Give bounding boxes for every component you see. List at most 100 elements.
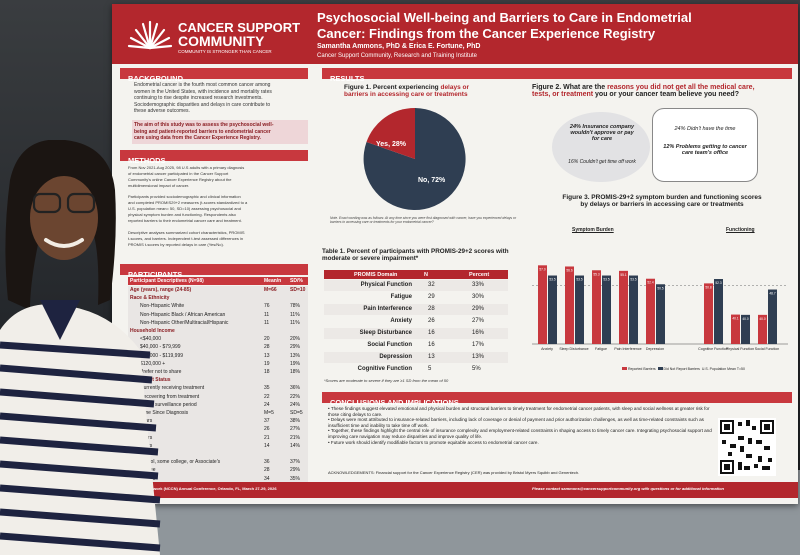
participants-row: $40,000 - $79,999 28 29% — [140, 344, 301, 351]
table1-row: Physical Function 32 33% — [324, 280, 508, 291]
pie-slice-no — [363, 108, 466, 210]
table1-row: Social Function 16 17% — [324, 340, 508, 351]
sunburst-logo-icon — [127, 20, 173, 50]
fig3-function-label: Functioning — [726, 227, 755, 233]
research-poster: CANCER SUPPORT COMMUNITY COMMUNITY IS ST… — [112, 4, 798, 504]
bar-reported-4 — [646, 278, 655, 344]
table1-row: Cognitive Function 5 5% — [324, 364, 508, 375]
figure1-note: Note. Exact wording was as follows: At a… — [330, 216, 517, 224]
poster-title-line1: Psychosocial Well-being and Barriers to … — [317, 10, 692, 25]
methods-bullet-2: Participants provided sociodemographic a… — [128, 194, 248, 223]
participants-row: Non-Hispanic Black / African American 11 1… — [140, 311, 300, 318]
participants-row: Household Income — [130, 328, 175, 334]
participants-row: Prefer not to share 18 18% — [140, 369, 301, 375]
bar-value-label: 55.3 — [593, 272, 599, 276]
table1-row: Anxiety 26 27% — [324, 316, 508, 327]
bar-reported-1 — [565, 266, 574, 344]
category-label: Sleep Disturbance — [559, 347, 588, 351]
bubble2-reason-1: 24% Didn't have the time — [674, 126, 736, 132]
pie-label-yes: Yes, 28% — [376, 141, 407, 148]
table1-row: Depression 13 13% — [324, 352, 508, 363]
pie-slice-yes — [366, 107, 415, 159]
methods-bullet-3: Descriptive analyses summarized cohort c… — [128, 230, 245, 247]
aim-box — [132, 120, 308, 144]
bar-not-reported-7 — [768, 289, 777, 344]
bar-reported-3 — [619, 270, 628, 344]
presenter-photo — [0, 140, 161, 555]
category-label: Anxiety — [541, 347, 553, 351]
participants-row: Non-Hispanic White 76 78% — [140, 303, 301, 310]
category-label: Depression — [646, 347, 664, 351]
bar-reported-6 — [731, 314, 740, 344]
bar-value-label: 57.0 — [539, 267, 545, 271]
bar-not-reported-1 — [575, 275, 584, 344]
table1-note: *Scores are moderate to severe if they a… — [324, 378, 449, 383]
bar-not-reported-3 — [629, 275, 638, 344]
bar-not-reported-6 — [741, 314, 750, 344]
bar-value-label: 40.0 — [742, 317, 748, 321]
bar-not-reported-2 — [602, 275, 611, 344]
bar-reported-0 — [538, 265, 547, 344]
figure3-bar-chart: 57.0 53.5 Anxiety 56.6 53.5 Sleep Disturbance… — [532, 265, 788, 351]
fig3-legend: Reported Barriers Did Not Report Barrier… — [622, 367, 745, 371]
smile — [44, 238, 84, 248]
participants-row: <$40,000 20 20% — [140, 336, 301, 343]
bar-value-label: 52.4 — [647, 281, 653, 285]
participants-row: Race & Ethnicity — [130, 295, 170, 302]
qr-code-icon — [718, 418, 776, 476]
participants-row: Non-Hispanic Other/Multiracial/Hispanic 1… — [140, 319, 300, 326]
legend-swatch-no — [657, 367, 663, 370]
bar-value-label: 52.3 — [715, 281, 721, 285]
bar-reported-7 — [758, 314, 767, 344]
background-text: Endometrial cancer is the fourth most co… — [134, 82, 272, 114]
org-tagline: COMMUNITY IS STRONGER THAN CANCER — [178, 49, 272, 54]
bubble2-reason-2: 12% Problems getting to cancer care team… — [663, 144, 747, 156]
bar-not-reported-0 — [548, 275, 557, 344]
participants-heading: PARTICIPANTS — [120, 264, 308, 279]
glasses-icon — [32, 192, 62, 214]
table1: Physical Function 32 33% Fatigue 29 30% Pain I… — [324, 280, 508, 376]
background-heading: BACKGROUND — [120, 68, 308, 83]
bar-value-label: 55.1 — [620, 273, 626, 277]
pie-label-no: No, 72% — [418, 177, 446, 184]
participants-row: $120,000 +19 19% — [140, 360, 301, 367]
footer-conference: Cancer Network (NCCN) Annual Conference,… — [132, 486, 277, 491]
speech-bubble-2 — [652, 108, 758, 182]
table1-row: Pain Interference 28 29% — [324, 304, 508, 315]
category-label: Cognitive Function — [698, 347, 728, 351]
figure2-title: Figure 2. What are the reasons you did n… — [532, 84, 755, 98]
bar-value-label: 48.7 — [769, 292, 775, 296]
participants-row: Age (years), range (24-85) M=66 SD=10 — [130, 287, 306, 293]
acknowledgements: ACKNOWLEDGEMENTS: Financial support for … — [328, 470, 580, 475]
bar-value-label: 50.8 — [705, 285, 711, 289]
table1-title: Table 1. Percent of participants with PR… — [322, 248, 509, 262]
participants-row: school, some college, or Associate's 36 37… — [140, 459, 301, 466]
bar-value-label: 53.5 — [603, 278, 609, 282]
org-name-line1: CANCER SUPPORT — [178, 20, 301, 35]
conclusions-heading: CONCLUSIONS AND IMPLICATIONS — [322, 392, 792, 407]
bubble1-reason-1: 24% Insurance company wouldn't approve o… — [569, 124, 635, 142]
bar-value-label: 50.5 — [657, 286, 663, 290]
bar-not-reported-5 — [714, 279, 723, 344]
participants-row: $80,000 - $119,999 13 13% — [140, 352, 301, 359]
conclusions-text: • These findings suggest elevated emotio… — [328, 406, 712, 445]
results-heading: RESULTS — [322, 68, 792, 83]
poster-authors: Samantha Ammons, PhD & Erica E. Fortune,… — [317, 43, 481, 50]
bar-value-label: 53.5 — [576, 278, 582, 282]
bar-reported-2 — [592, 270, 601, 344]
figure1-title: Figure 1. Percent experiencing delays or… — [344, 84, 470, 98]
bar-reported-5 — [704, 283, 713, 344]
legend-swatch-yes — [622, 367, 627, 370]
bar-value-label: 53.5 — [630, 278, 636, 282]
category-label: Physical Function — [726, 347, 754, 351]
participants-row: Currently receiving treatment 35 36% — [140, 385, 301, 392]
speech-bubble-1 — [552, 112, 650, 182]
bar-value-label: 53.5 — [549, 278, 555, 282]
participants-table-header: Participant Descriptives (N=98) Mean/n S… — [128, 277, 308, 285]
pie-chart: Yes, 28% No, 72% — [363, 107, 466, 210]
bar-value-label: 56.6 — [566, 268, 572, 272]
participants-row: Recovering from treatment 22 22% — [140, 393, 301, 400]
poster-affiliation: Cancer Support Community, Research and T… — [317, 53, 477, 59]
fig3-symptom-label: Symptom Burden — [572, 227, 614, 233]
poster-header — [112, 4, 798, 64]
